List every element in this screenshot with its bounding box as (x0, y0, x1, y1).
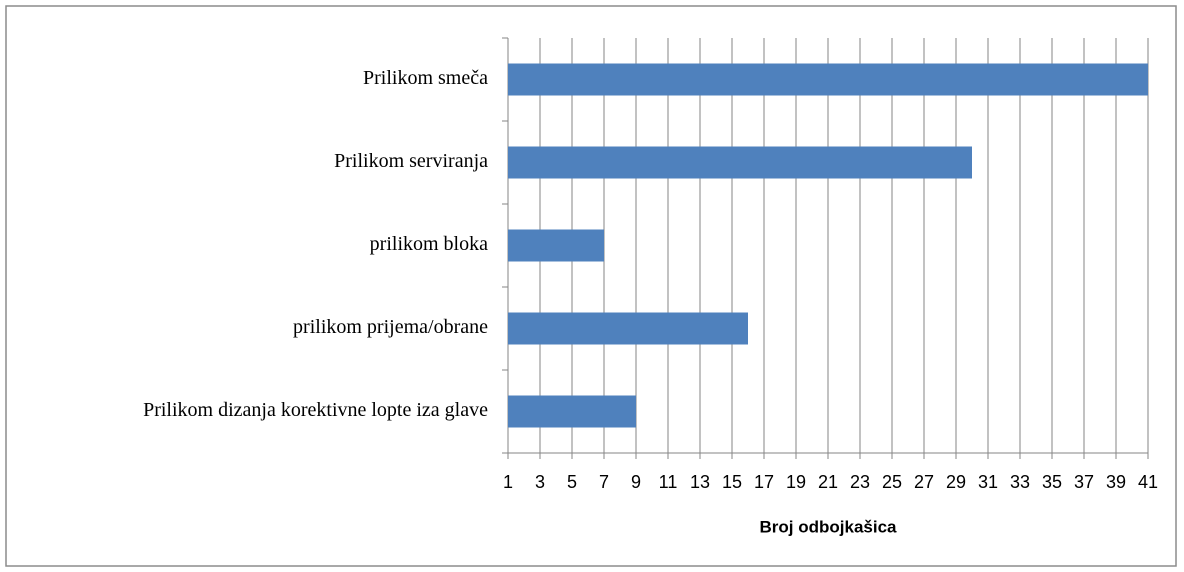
y-tick-label: Prilikom dizanja korektivne lopte iza gl… (143, 399, 488, 421)
x-tick-label: 3 (535, 472, 545, 492)
x-tick-label: 21 (818, 472, 838, 492)
bar (508, 146, 972, 179)
bar (508, 63, 1148, 96)
x-tick-label: 19 (786, 472, 806, 492)
y-tick-label: Prilikom smeča (363, 67, 488, 89)
x-tick-label: 9 (631, 472, 641, 492)
x-tick-label: 39 (1106, 472, 1126, 492)
x-tick-label: 35 (1042, 472, 1062, 492)
bar (508, 312, 748, 345)
x-tick-label: 11 (659, 472, 678, 492)
x-tick-label: 5 (567, 472, 577, 492)
x-tick-label: 33 (1010, 472, 1030, 492)
x-tick-label: 15 (722, 472, 742, 492)
bar (508, 229, 604, 262)
x-axis-title: Broj odbojkašica (760, 517, 898, 536)
x-tick-label: 29 (946, 472, 966, 492)
x-tick-label: 41 (1138, 472, 1158, 492)
chart-border (5, 5, 1177, 567)
y-tick-label: prilikom bloka (370, 233, 488, 255)
x-tick-label: 25 (882, 472, 902, 492)
y-tick-label: Prilikom serviranja (334, 150, 488, 172)
y-tick-label: prilikom prijema/obrane (293, 316, 488, 338)
x-tick-label: 27 (914, 472, 934, 492)
x-tick-label: 1 (503, 472, 513, 492)
x-tick-label: 17 (754, 472, 774, 492)
x-tick-label: 37 (1074, 472, 1094, 492)
x-tick-label: 31 (978, 472, 998, 492)
x-tick-label: 23 (850, 472, 870, 492)
x-tick-label: 7 (599, 472, 609, 492)
x-tick-label: 13 (690, 472, 710, 492)
bar (508, 395, 636, 428)
